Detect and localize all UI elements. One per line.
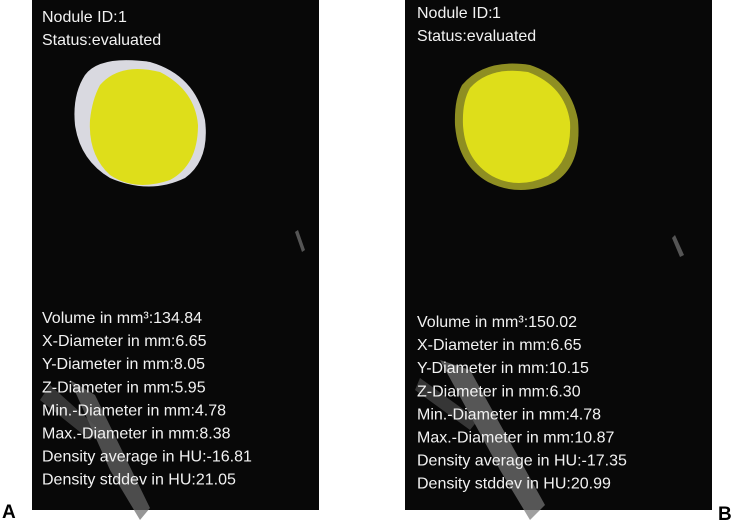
measurement: Density average in HU:-16.81 bbox=[42, 449, 252, 466]
measurement: Density stddev in HU:20.99 bbox=[417, 476, 611, 493]
measurement: Max.-Diameter in mm:10.87 bbox=[417, 430, 614, 447]
nodule-id: 1 bbox=[118, 9, 127, 26]
measurement: X-Diameter in mm:6.65 bbox=[417, 337, 582, 354]
status: Status:evaluated bbox=[417, 28, 536, 45]
measurement: Y-Diameter in mm:8.05 bbox=[42, 356, 205, 373]
measurement: X-Diameter in mm:6.65 bbox=[42, 333, 207, 350]
panel-label: B bbox=[718, 504, 732, 525]
measurement: Volume in mm³:134.84 bbox=[42, 310, 202, 327]
measurement: Volume in mm³:150.02 bbox=[417, 314, 577, 331]
measurement: Max.-Diameter in mm:8.38 bbox=[42, 426, 231, 443]
nodule-id: 1 bbox=[492, 5, 501, 22]
measurement: Z-Diameter in mm:5.95 bbox=[42, 379, 206, 396]
measurement: Density average in HU:-17.35 bbox=[417, 453, 627, 470]
status: Status:evaluated bbox=[42, 32, 161, 49]
measurement: Min.-Diameter in mm:4.78 bbox=[42, 402, 226, 419]
measurement: Z-Diameter in mm:6.30 bbox=[417, 383, 581, 400]
measurement: Y-Diameter in mm:10.15 bbox=[417, 360, 589, 377]
measurement: Min.-Diameter in mm:4.78 bbox=[417, 406, 601, 423]
nodule-id-label: Nodule ID: bbox=[42, 9, 118, 26]
figure: Nodule ID:1Status:evaluatedVolume in mm³… bbox=[0, 0, 738, 526]
nodule-id-label: Nodule ID: bbox=[417, 5, 493, 22]
panel-label: A bbox=[2, 502, 16, 523]
measurement: Density stddev in HU:21.05 bbox=[42, 472, 236, 489]
